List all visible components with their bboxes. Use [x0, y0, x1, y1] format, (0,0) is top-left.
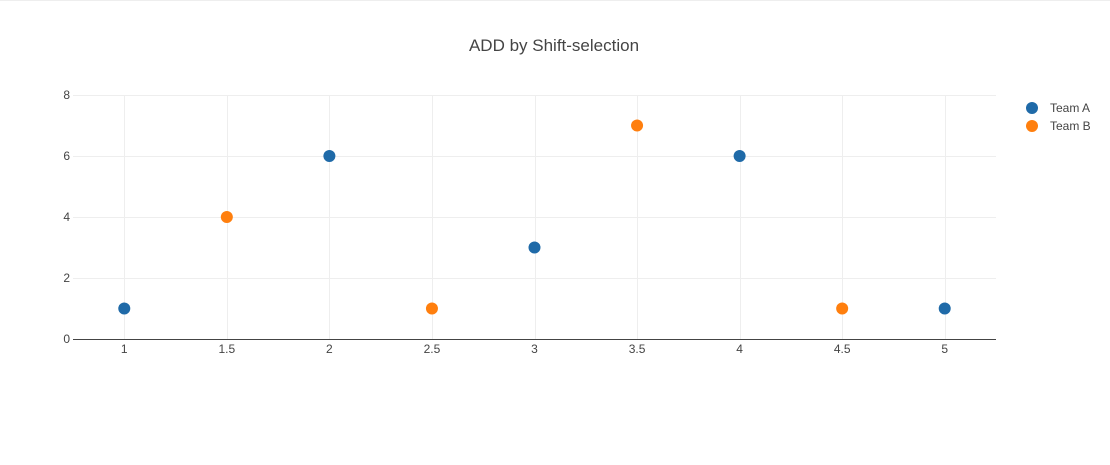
- axis-layer: 1 1.5 2 2.5 3 3.5 4 4.5 5 0 2 4 6 8: [63, 88, 996, 356]
- legend-marker: [1026, 102, 1038, 114]
- data-point-team-b[interactable]: [836, 302, 849, 315]
- data-point-team-b[interactable]: [425, 302, 438, 315]
- y-tick-label: 2: [63, 271, 70, 285]
- x-tick-label: 3: [531, 342, 538, 356]
- x-tick-label: 4.5: [834, 342, 851, 356]
- x-tick-label: 1.5: [218, 342, 235, 356]
- x-tick-label: 3.5: [629, 342, 646, 356]
- data-point-team-b[interactable]: [220, 211, 233, 223]
- data-point-team-a[interactable]: [528, 241, 541, 254]
- legend-marker: [1026, 120, 1038, 132]
- y-tick-label: 0: [63, 332, 70, 346]
- y-tick-label: 8: [63, 88, 70, 102]
- y-tick-label: 4: [63, 210, 70, 224]
- data-point-team-a[interactable]: [118, 302, 131, 315]
- x-tick-label: 1: [121, 342, 128, 356]
- legend-label: Team A: [1050, 101, 1090, 115]
- data-point-team-a[interactable]: [323, 150, 336, 162]
- x-tick-label: 4: [736, 342, 743, 356]
- legend-label: Team B: [1050, 119, 1091, 133]
- data-point-team-a[interactable]: [733, 150, 746, 162]
- grid-layer: [73, 95, 996, 339]
- chart-title: ADD by Shift-selection: [469, 36, 639, 55]
- points-layer: [118, 119, 951, 315]
- top-divider: [0, 0, 1110, 1]
- y-tick-label: 6: [63, 149, 70, 163]
- data-point-team-a[interactable]: [938, 302, 951, 315]
- x-tick-label: 2: [326, 342, 333, 356]
- data-point-team-b[interactable]: [631, 119, 644, 132]
- x-tick-label: 5: [941, 342, 948, 356]
- legend: Team A Team B: [1026, 101, 1091, 133]
- legend-item-team-a[interactable]: Team A: [1026, 101, 1090, 115]
- legend-item-team-b[interactable]: Team B: [1026, 119, 1091, 133]
- x-tick-label: 2.5: [424, 342, 441, 356]
